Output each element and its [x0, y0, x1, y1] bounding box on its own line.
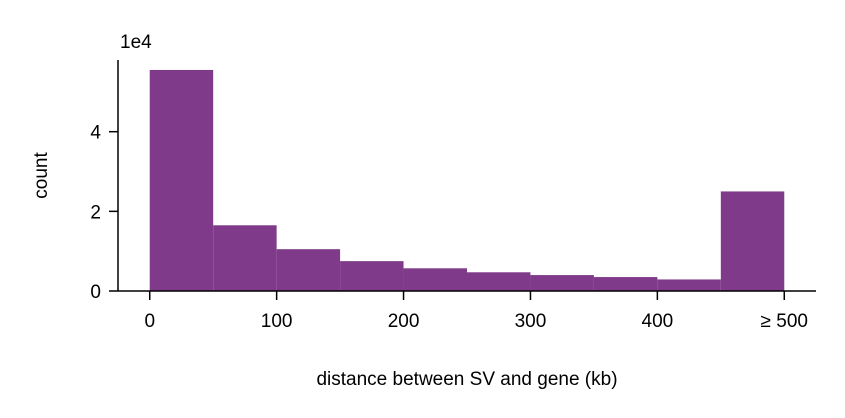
histogram-bar: [467, 272, 531, 291]
y-axis-label: count: [31, 152, 52, 199]
histogram-bar: [403, 268, 467, 291]
histogram-bar: [276, 249, 341, 291]
x-tick-label: 400: [642, 311, 674, 332]
x-axis-label: distance between SV and gene (kb): [316, 369, 617, 390]
x-tick-label: 300: [515, 311, 547, 332]
histogram-bar: [720, 191, 785, 291]
x-tick-label: 0: [144, 311, 155, 332]
x-ticks-group: 0 100 200 300 400 ≥ 500: [144, 291, 808, 332]
y-tick-label: 4: [90, 123, 101, 144]
x-tick-label: ≥ 500: [761, 311, 808, 332]
histogram-bar: [213, 225, 277, 291]
histogram-bar: [340, 261, 404, 291]
histogram-bar: [530, 275, 594, 291]
y-ticks-group: 0 2 4: [90, 123, 118, 303]
y-tick-label: 2: [90, 202, 101, 223]
y-tick-label: 0: [90, 282, 101, 303]
bars-group: [149, 69, 785, 291]
histogram-bar: [593, 277, 658, 291]
x-tick-label: 100: [261, 311, 293, 332]
x-tick-label: 200: [388, 311, 420, 332]
y-offset-label: 1e4: [120, 32, 152, 53]
histogram-bar: [149, 69, 214, 291]
histogram-bar: [657, 279, 721, 291]
